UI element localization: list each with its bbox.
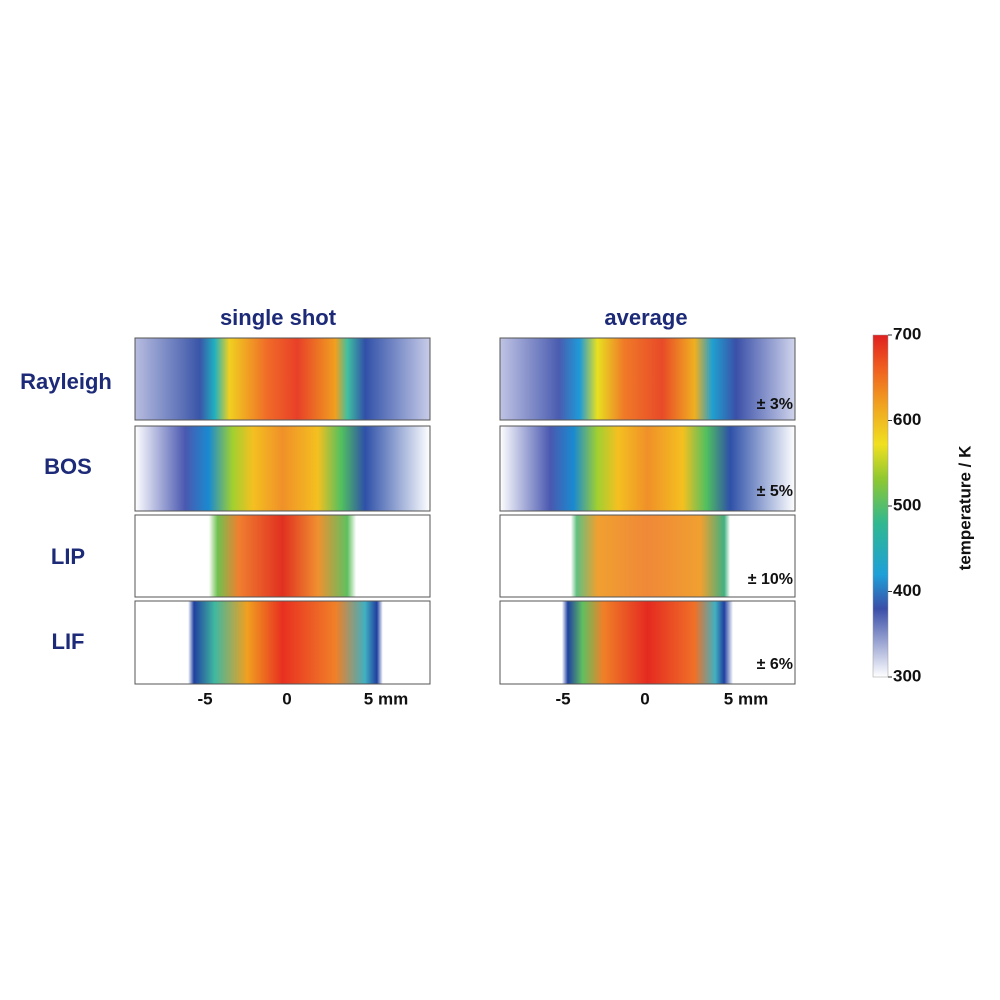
heatmap (134, 337, 431, 421)
heatmap (499, 600, 796, 685)
column-title: average (604, 305, 687, 330)
colorbar (872, 334, 889, 678)
x-tick-label: 5 mm (724, 689, 768, 708)
uncertainty: ± 6% (757, 656, 793, 673)
heatmap (499, 425, 796, 512)
heatmap (134, 514, 431, 598)
colorbar-tick-label: 700 (893, 324, 921, 343)
uncertainty: ± 10% (748, 571, 793, 588)
uncertainty: ± 3% (757, 396, 793, 413)
x-tick-label: 5 mm (364, 689, 408, 708)
colorbar-tick-label: 600 (893, 410, 921, 429)
row-label: LIP (51, 544, 85, 569)
x-tick-label: -5 (197, 689, 212, 708)
row-label: Rayleigh (20, 369, 112, 394)
heatmap (134, 600, 431, 685)
column-title: single shot (220, 305, 337, 330)
uncertainty: ± 5% (757, 483, 793, 500)
row-label: BOS (44, 454, 92, 479)
x-tick-label: 0 (640, 689, 649, 708)
row-label: LIF (52, 629, 85, 654)
colorbar-label: temperature / K (955, 445, 974, 570)
heatmap (499, 514, 796, 598)
x-tick-label: 0 (282, 689, 291, 708)
colorbar-tick-label: 400 (893, 581, 921, 600)
colorbar-tick-label: 500 (893, 495, 921, 514)
x-tick-label: -5 (555, 689, 570, 708)
colorbar-tick-label: 300 (893, 666, 921, 685)
heatmap (134, 425, 431, 512)
heatmap (499, 337, 796, 421)
